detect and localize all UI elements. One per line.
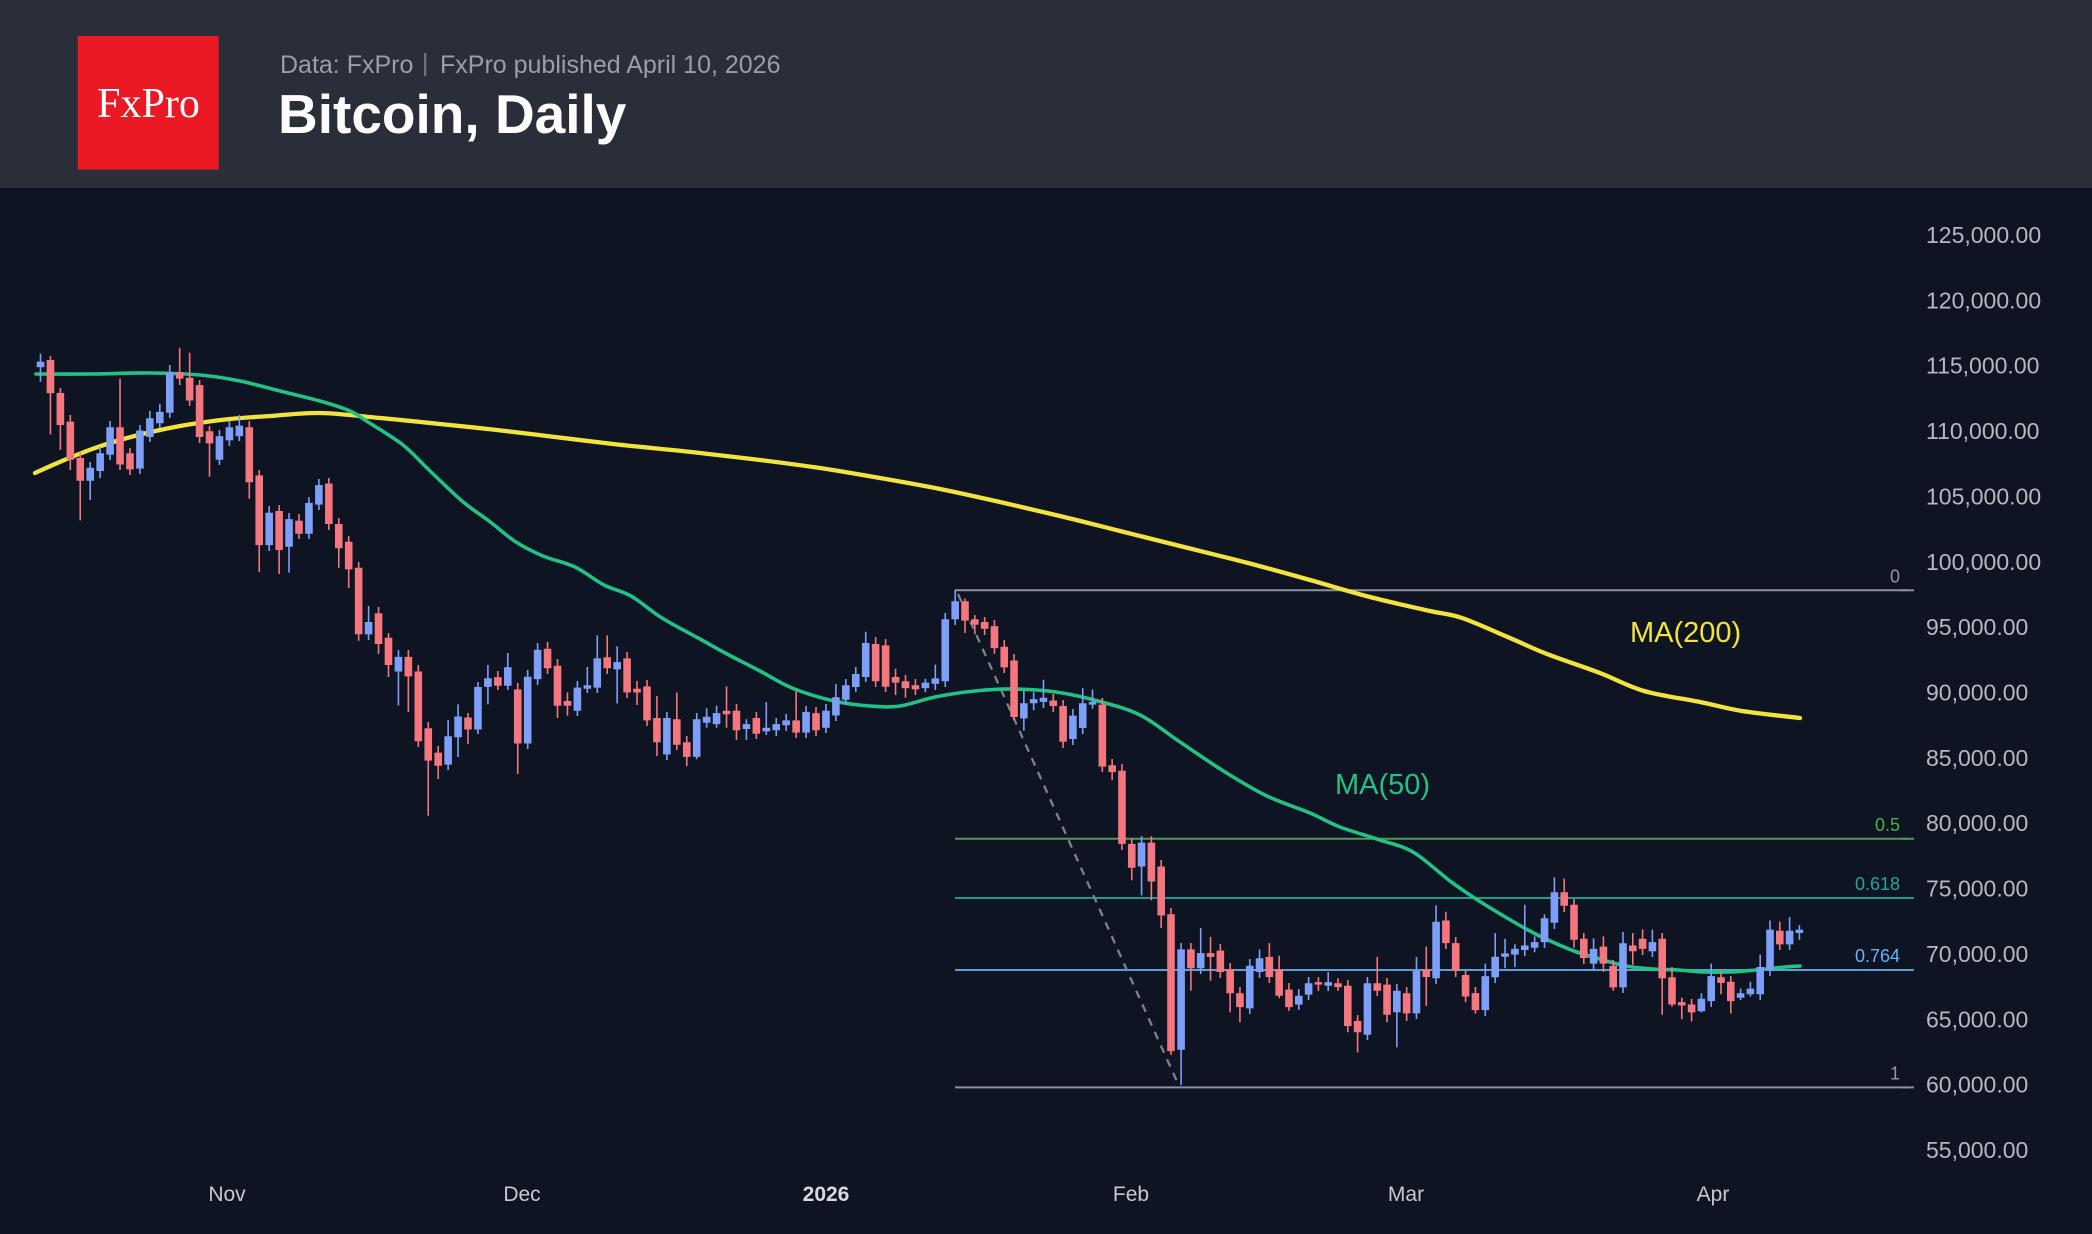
svg-text:0.764: 0.764 bbox=[1855, 946, 1900, 966]
svg-text:Mar: Mar bbox=[1388, 1183, 1424, 1206]
svg-text:Bitcoin, Daily: Bitcoin, Daily bbox=[278, 83, 627, 145]
svg-text:65,000.00: 65,000.00 bbox=[1926, 1006, 2028, 1032]
svg-text:Nov: Nov bbox=[208, 1183, 246, 1206]
svg-text:125,000.00: 125,000.00 bbox=[1926, 222, 2041, 248]
svg-text:55,000.00: 55,000.00 bbox=[1926, 1137, 2028, 1163]
svg-text:FxPro published April 10, 2026: FxPro published April 10, 2026 bbox=[440, 51, 781, 79]
svg-text:110,000.00: 110,000.00 bbox=[1926, 418, 2039, 444]
svg-text:Feb: Feb bbox=[1113, 1183, 1149, 1206]
svg-text:2026: 2026 bbox=[803, 1183, 850, 1206]
svg-text:0.618: 0.618 bbox=[1855, 874, 1900, 894]
svg-text:60,000.00: 60,000.00 bbox=[1926, 1072, 2028, 1098]
svg-text:1: 1 bbox=[1890, 1063, 1900, 1083]
svg-text:115,000.00: 115,000.00 bbox=[1926, 353, 2039, 379]
svg-text:Dec: Dec bbox=[503, 1183, 540, 1206]
svg-text:105,000.00: 105,000.00 bbox=[1926, 483, 2041, 509]
svg-text:120,000.00: 120,000.00 bbox=[1926, 287, 2041, 313]
svg-text:75,000.00: 75,000.00 bbox=[1926, 876, 2028, 902]
svg-text:100,000.00: 100,000.00 bbox=[1926, 549, 2041, 575]
svg-text:80,000.00: 80,000.00 bbox=[1926, 810, 2028, 836]
svg-text:MA(50): MA(50) bbox=[1335, 769, 1430, 801]
svg-text:Data: FxPro: Data: FxPro bbox=[280, 51, 413, 79]
svg-text:0.5: 0.5 bbox=[1875, 815, 1900, 835]
svg-text:85,000.00: 85,000.00 bbox=[1926, 745, 2028, 771]
svg-text:95,000.00: 95,000.00 bbox=[1926, 614, 2028, 640]
svg-text:90,000.00: 90,000.00 bbox=[1926, 680, 2028, 706]
svg-text:FxPro: FxPro bbox=[97, 81, 200, 127]
svg-text:Apr: Apr bbox=[1697, 1183, 1730, 1206]
svg-text:0: 0 bbox=[1890, 566, 1900, 586]
svg-text:70,000.00: 70,000.00 bbox=[1926, 941, 2028, 967]
svg-text:MA(200): MA(200) bbox=[1630, 617, 1741, 649]
